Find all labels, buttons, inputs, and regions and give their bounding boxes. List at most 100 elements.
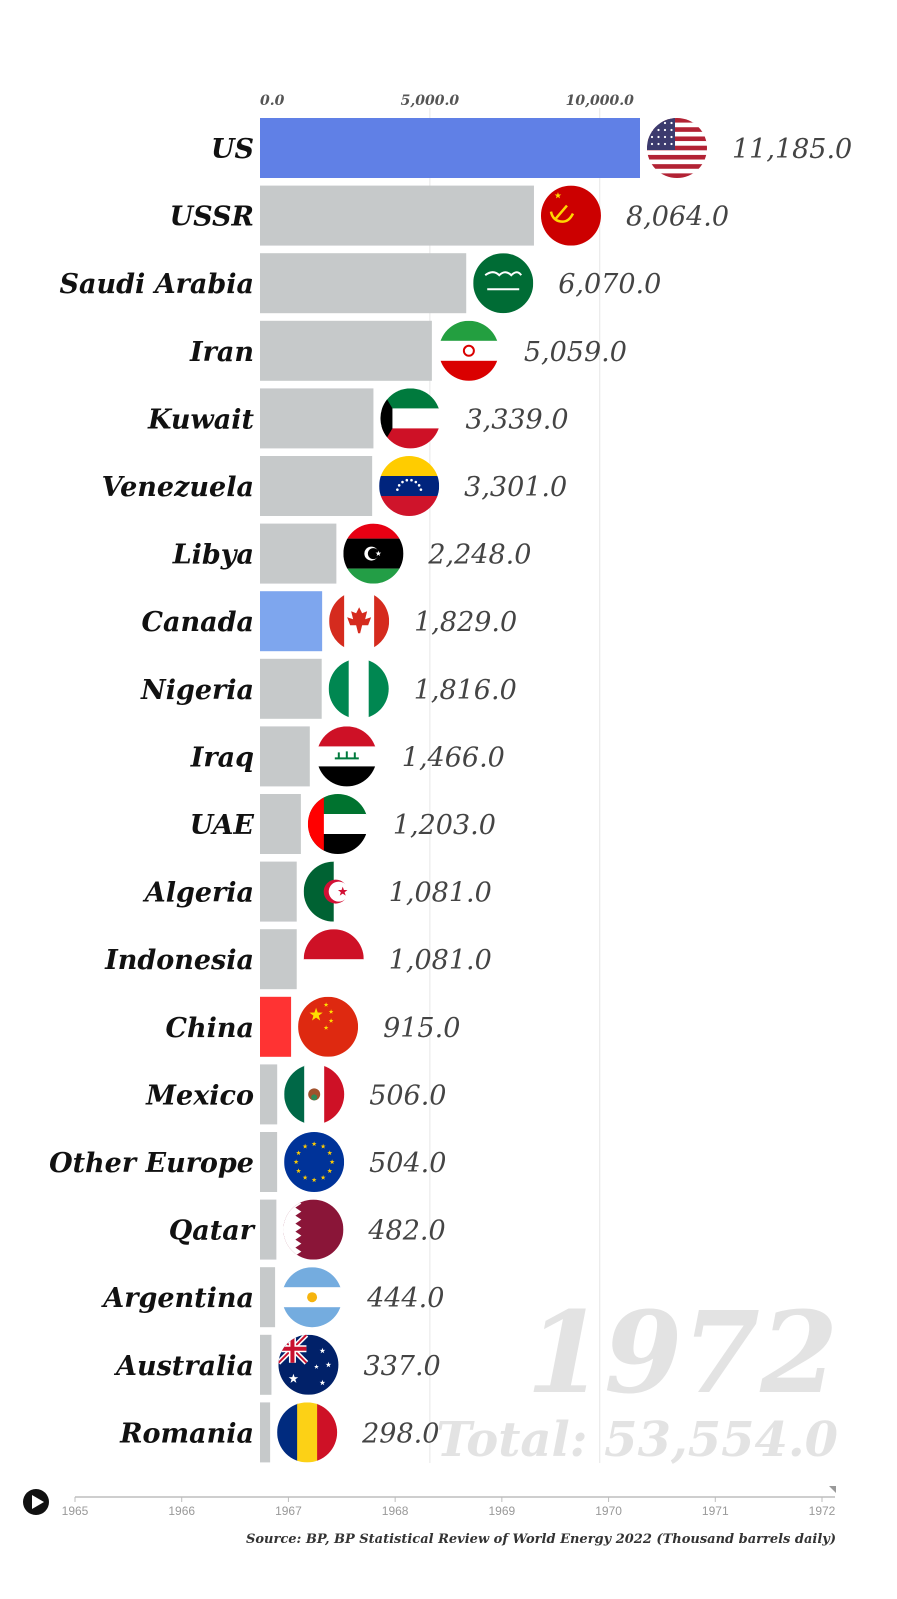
indonesia-flag-icon xyxy=(303,929,364,990)
value-label: 5,059.0 xyxy=(524,337,627,368)
bar-row: Nigeria 1,816.0 xyxy=(140,658,517,719)
value-label: 1,829.0 xyxy=(414,607,517,638)
value-label: 482.0 xyxy=(367,1216,445,1247)
timeline: 1965 1966 1967 1968 1969 1970 1971 1972 xyxy=(62,1486,836,1518)
bar-row: Algeria 1,081.0 xyxy=(142,861,492,922)
bar-row: Saudi Arabia 6,070.0 xyxy=(60,253,661,314)
country-label: Iran xyxy=(189,337,254,368)
country-label: Kuwait xyxy=(147,404,254,435)
bar xyxy=(260,523,337,584)
bar-row: Iraq 1,466.0 xyxy=(190,726,505,787)
country-label: Qatar xyxy=(169,1216,256,1247)
saudi-arabia-flag-icon xyxy=(473,253,534,314)
country-label: Libya xyxy=(172,540,254,571)
romania-flag-icon xyxy=(277,1402,338,1463)
bar xyxy=(260,861,297,922)
bar-row: Australia 337.0 xyxy=(113,1334,441,1395)
country-label: Indonesia xyxy=(104,945,254,976)
country-label: China xyxy=(165,1013,254,1044)
timeline-year-label[interactable]: 1969 xyxy=(489,1504,516,1518)
bar-row: Argentina 444.0 xyxy=(100,1267,444,1328)
bar xyxy=(260,658,322,719)
x-tick-label: 0.0 xyxy=(260,93,285,109)
qatar-flag-icon xyxy=(283,1199,344,1260)
bar xyxy=(260,1334,272,1395)
country-label: Australia xyxy=(113,1351,254,1382)
country-label: Nigeria xyxy=(140,675,254,706)
bar xyxy=(260,253,467,314)
bar xyxy=(260,1132,278,1192)
bars: US 11,185.0 USSR 8,064.0 Saudi Arabia 6,070.0… xyxy=(49,118,852,1463)
value-label: 1,081.0 xyxy=(389,878,492,909)
uae-flag-icon xyxy=(307,794,368,854)
venezuela-flag-icon xyxy=(379,456,440,516)
bar-row: US 11,185.0 xyxy=(211,118,852,178)
timeline-year-label[interactable]: 1966 xyxy=(168,1504,195,1518)
play-icon[interactable] xyxy=(32,1495,44,1509)
source-note: Source: BP, BP Statistical Review of Wor… xyxy=(246,1532,836,1547)
bar-row: USSR 8,064.0 xyxy=(170,185,729,246)
country-label: Iraq xyxy=(190,742,254,773)
value-label: 1,466.0 xyxy=(402,742,505,773)
bar xyxy=(260,996,292,1057)
timeline-year-label[interactable]: 1967 xyxy=(275,1504,302,1518)
iraq-flag-icon xyxy=(316,726,377,787)
timeline-year-label[interactable]: 1971 xyxy=(702,1504,729,1518)
value-label: 11,185.0 xyxy=(732,134,852,165)
bar xyxy=(260,388,374,449)
bar-row: UAE 1,203.0 xyxy=(190,794,496,854)
country-label: Romania xyxy=(119,1418,254,1449)
bar-row: Other Europe 504.0 xyxy=(49,1132,446,1192)
argentina-flag-icon xyxy=(282,1267,343,1328)
value-label: 337.0 xyxy=(363,1351,440,1382)
total-watermark: Total: 53,554.0 xyxy=(436,1412,838,1468)
bar-row: Indonesia 1,081.0 xyxy=(104,929,492,990)
value-label: 915.0 xyxy=(383,1013,460,1044)
bar-row: Kuwait 3,339.0 xyxy=(147,388,569,449)
kuwait-flag-icon xyxy=(380,388,441,449)
country-label: UAE xyxy=(190,810,255,841)
bar xyxy=(260,185,534,246)
bar-row: China 915.0 xyxy=(165,996,460,1057)
bar xyxy=(260,456,373,516)
x-tick-label: 5,000.0 xyxy=(401,93,460,109)
country-label: USSR xyxy=(170,202,254,233)
timeline-year-label[interactable]: 1972 xyxy=(809,1504,836,1518)
timeline-year-label[interactable]: 1968 xyxy=(382,1504,409,1518)
us-flag-icon xyxy=(647,118,707,178)
value-label: 1,081.0 xyxy=(389,945,492,976)
country-label: Algeria xyxy=(142,878,254,909)
ussr-flag-icon xyxy=(540,185,601,246)
value-label: 1,203.0 xyxy=(393,810,496,841)
country-label: Saudi Arabia xyxy=(60,269,254,300)
bar-row: Qatar 482.0 xyxy=(169,1199,446,1260)
bar xyxy=(260,1402,271,1463)
country-label: Argentina xyxy=(100,1283,254,1314)
mexico-flag-icon xyxy=(284,1064,345,1125)
country-label: Venezuela xyxy=(102,472,254,503)
value-label: 8,064.0 xyxy=(626,202,729,233)
value-label: 6,070.0 xyxy=(558,269,661,300)
bar-row: Libya 2,248.0 xyxy=(172,523,531,584)
x-tick-label: 10,000.0 xyxy=(566,93,634,109)
bar-row: Romania 298.0 xyxy=(119,1402,439,1463)
china-flag-icon xyxy=(298,996,359,1057)
play-button[interactable] xyxy=(23,1489,49,1515)
timeline-year-label[interactable]: 1970 xyxy=(595,1504,622,1518)
timeline-marker[interactable] xyxy=(829,1486,836,1493)
bar-row: Venezuela 3,301.0 xyxy=(102,456,567,516)
bar xyxy=(260,794,301,854)
year-watermark: 1972 xyxy=(526,1288,838,1419)
algeria-flag-icon xyxy=(303,861,364,922)
bar xyxy=(260,1064,278,1125)
value-label: 506.0 xyxy=(369,1080,446,1111)
nigeria-flag-icon xyxy=(328,658,389,719)
iran-flag-icon xyxy=(438,320,499,381)
value-label: 444.0 xyxy=(366,1283,444,1314)
bar-row: Iran 5,059.0 xyxy=(189,320,627,381)
value-label: 298.0 xyxy=(361,1418,439,1449)
timeline-year-label[interactable]: 1965 xyxy=(62,1504,89,1518)
canada-flag-icon xyxy=(329,591,390,652)
country-label: Mexico xyxy=(145,1080,254,1111)
country-label: US xyxy=(211,134,254,165)
